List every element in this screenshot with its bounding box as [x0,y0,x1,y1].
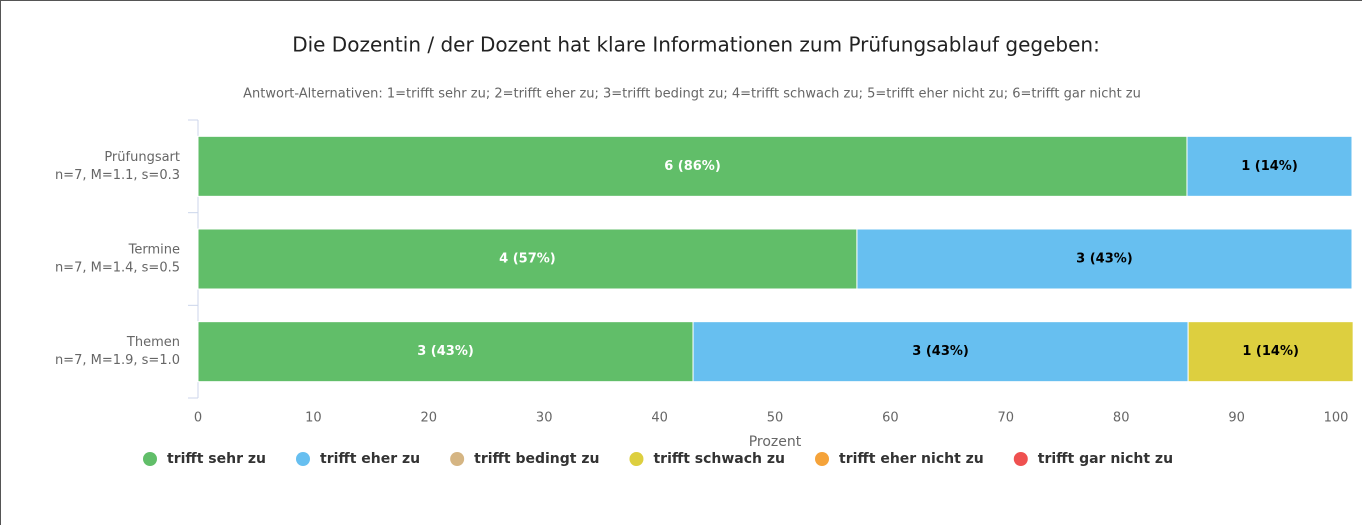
bar-segment [692,321,1189,383]
category-label: Prüfungsart [104,150,180,165]
legend-marker [143,452,157,466]
data-label: 1 (14%) [1242,344,1299,359]
data-label: 3 (43%) [417,344,474,359]
x-tick-label: 0 [194,411,202,426]
legend-marker [1013,452,1028,466]
data-label: 1 (14%) [1241,159,1298,174]
legend-label: trifft eher nicht zu [839,451,984,467]
chart-title: Die Dozentin / der Dozent hat klare Info… [292,33,1100,57]
data-label: 4 (57%) [499,252,556,267]
legend-marker [450,452,465,466]
x-tick-label: 80 [1113,411,1130,426]
bar-segment [197,321,694,383]
x-tick-label: 70 [998,411,1015,426]
chart-subtitle: Antwort-Alternativen: 1=trifft sehr zu; … [243,87,1141,102]
bar-segment [856,228,1353,290]
x-tick-label: 90 [1228,411,1245,426]
data-label: 3 (43%) [912,344,969,359]
legend-label: trifft sehr zu [167,451,266,467]
bar-segment [1186,135,1353,197]
x-tick-label: 10 [305,411,322,426]
category-label: Themen [126,335,180,350]
legend-marker [815,452,830,466]
bar-segment [197,228,858,290]
x-tick-label: 20 [421,411,438,426]
x-axis-label: Prozent [749,434,802,450]
bar-segment [1187,321,1354,383]
legend-label: trifft bedingt zu [474,451,599,467]
category-label: Termine [128,243,180,258]
legend-label: trifft gar nicht zu [1038,451,1173,467]
data-label: 6 (86%) [664,159,721,174]
legend-label: trifft schwach zu [653,451,785,467]
x-tick-label: 50 [767,411,784,426]
legend-marker [296,452,310,466]
legend-label: trifft eher zu [320,451,420,467]
bar-segment [197,135,1188,197]
x-tick-label: 60 [882,411,899,426]
legend-marker [629,452,644,466]
data-label: 3 (43%) [1076,252,1133,267]
x-tick-label: 40 [651,411,668,426]
x-tick-label: 100 [1324,411,1349,426]
category-stats: n=7, M=1.9, s=1.0 [55,353,180,368]
category-stats: n=7, M=1.1, s=0.3 [55,168,180,183]
x-tick-label: 30 [536,411,553,426]
category-stats: n=7, M=1.4, s=0.5 [55,261,180,276]
